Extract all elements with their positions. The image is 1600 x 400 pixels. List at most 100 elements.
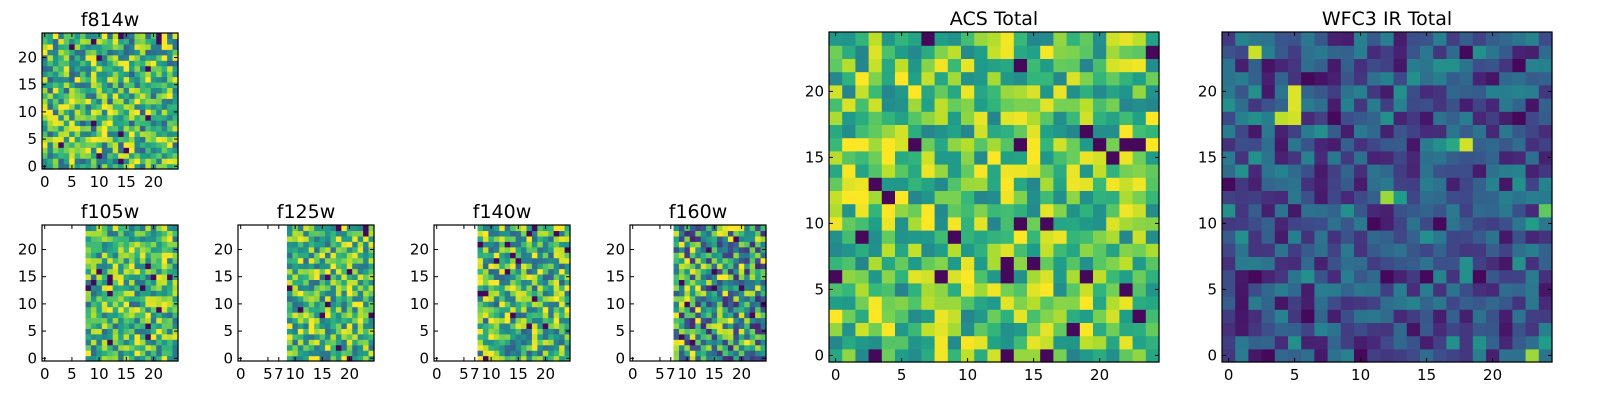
heatmap-cell: [1393, 296, 1408, 310]
heatmap-cell: [341, 350, 348, 357]
heatmap-cell: [129, 350, 136, 357]
heatmap-cell: [1446, 164, 1461, 178]
x-tick-label: 5: [655, 365, 665, 383]
heatmap-cell: [504, 339, 511, 346]
heatmap-cell: [1261, 282, 1276, 297]
heatmap-cell: [1235, 58, 1249, 73]
heatmap-cell: [921, 335, 936, 350]
heatmap-cell: [112, 130, 119, 137]
heatmap-cell: [1499, 348, 1513, 363]
heatmap-cell: [510, 333, 517, 340]
heatmap-cell: [139, 279, 146, 286]
heatmap-cell: [521, 328, 528, 335]
heatmap-cell: [1340, 177, 1355, 191]
heatmap-cell: [934, 150, 949, 165]
heatmap-cell: [134, 290, 141, 297]
heatmap-cell: [1261, 190, 1276, 205]
heatmap-cell: [156, 49, 163, 56]
heatmap-cell: [1145, 164, 1160, 178]
heatmap-cell: [325, 295, 332, 302]
heatmap-cell: [1327, 124, 1342, 139]
heatmap-cell: [908, 216, 922, 231]
heatmap-cell: [738, 339, 745, 346]
heatmap-cell: [1525, 282, 1540, 297]
heatmap-cell: [987, 322, 1002, 337]
heatmap-cell: [1261, 84, 1276, 99]
heatmap-cell: [112, 114, 119, 121]
heatmap-cell: [314, 333, 321, 340]
heatmap-cell: [706, 312, 713, 319]
heatmap-cell: [499, 230, 506, 237]
heatmap-cell: [477, 350, 484, 357]
heatmap-cell: [101, 306, 108, 313]
heatmap-cell: [717, 279, 724, 286]
heatmap-cell: [921, 322, 936, 337]
heatmap-cell: [1433, 190, 1447, 205]
heatmap-cell: [510, 246, 517, 253]
heatmap-cell: [156, 141, 163, 148]
heatmap-cell: [829, 230, 843, 244]
heatmap-cell: [1274, 190, 1289, 205]
heatmap-cell: [1367, 137, 1381, 152]
heatmap-cell: [1433, 137, 1447, 152]
heatmap-cell: [908, 150, 922, 165]
heatmap-cell: [477, 312, 484, 319]
heatmap-cell: [1000, 230, 1015, 244]
heatmap-cell: [526, 284, 533, 291]
heatmap-cell: [1367, 203, 1381, 218]
heatmap-cell: [286, 344, 293, 351]
heatmap-cell: [1013, 348, 1028, 363]
heatmap-cell: [1512, 296, 1527, 310]
heatmap-cell: [499, 268, 506, 275]
heatmap-cell: [85, 301, 92, 308]
heatmap-cell: [118, 141, 125, 148]
heatmap-cell: [297, 225, 304, 232]
heatmap-cell: [1000, 296, 1015, 310]
heatmap-cell: [101, 312, 108, 319]
heatmap-cell: [842, 296, 856, 310]
heatmap-cell: [52, 147, 59, 154]
heatmap-cell: [531, 273, 538, 280]
heatmap-cell: [101, 317, 108, 324]
x-tick-label: 20: [144, 365, 163, 383]
heatmap-cell: [727, 290, 734, 297]
heatmap-cell: [881, 190, 896, 205]
heatmap-cell: [684, 328, 691, 335]
heatmap-cell: [722, 235, 729, 242]
heatmap-cell: [1367, 296, 1381, 310]
heatmap-cell: [829, 282, 843, 297]
axes-frame: [433, 224, 571, 362]
heatmap-cell: [90, 268, 97, 275]
heatmap-cell: [63, 92, 70, 99]
heatmap-cell: [74, 114, 81, 121]
heatmap-cell: [368, 230, 375, 237]
heatmap-cell: [85, 230, 92, 237]
heatmap-cell: [346, 301, 353, 308]
heatmap-cell: [335, 339, 342, 346]
heatmap-cell: [700, 235, 707, 242]
heatmap-cell: [717, 355, 724, 362]
heatmap-cell: [722, 290, 729, 297]
heatmap-cell: [134, 350, 141, 357]
heatmap-cell: [346, 235, 353, 242]
heatmap-cell: [319, 322, 326, 329]
heatmap-cell: [90, 284, 97, 291]
heatmap-cell: [96, 81, 103, 88]
heatmap-cell: [341, 333, 348, 340]
heatmap-cell: [1340, 256, 1355, 271]
heatmap-cell: [74, 98, 81, 105]
heatmap-cell: [1119, 309, 1134, 323]
heatmap-cell: [80, 33, 87, 40]
axes-frame: [41, 224, 179, 362]
heatmap-cell: [717, 263, 724, 270]
heatmap-cell: [1472, 309, 1487, 323]
y-tick-label: 0: [27, 157, 37, 175]
heatmap-cell: [673, 306, 680, 313]
heatmap-cell: [129, 92, 136, 99]
heatmap-cell: [90, 252, 97, 259]
heatmap-cell: [90, 295, 97, 302]
heatmap-cell: [1538, 230, 1553, 244]
heatmap-cell: [1446, 137, 1461, 152]
heatmap-cell: [1459, 322, 1474, 337]
heatmap-cell: [842, 309, 856, 323]
